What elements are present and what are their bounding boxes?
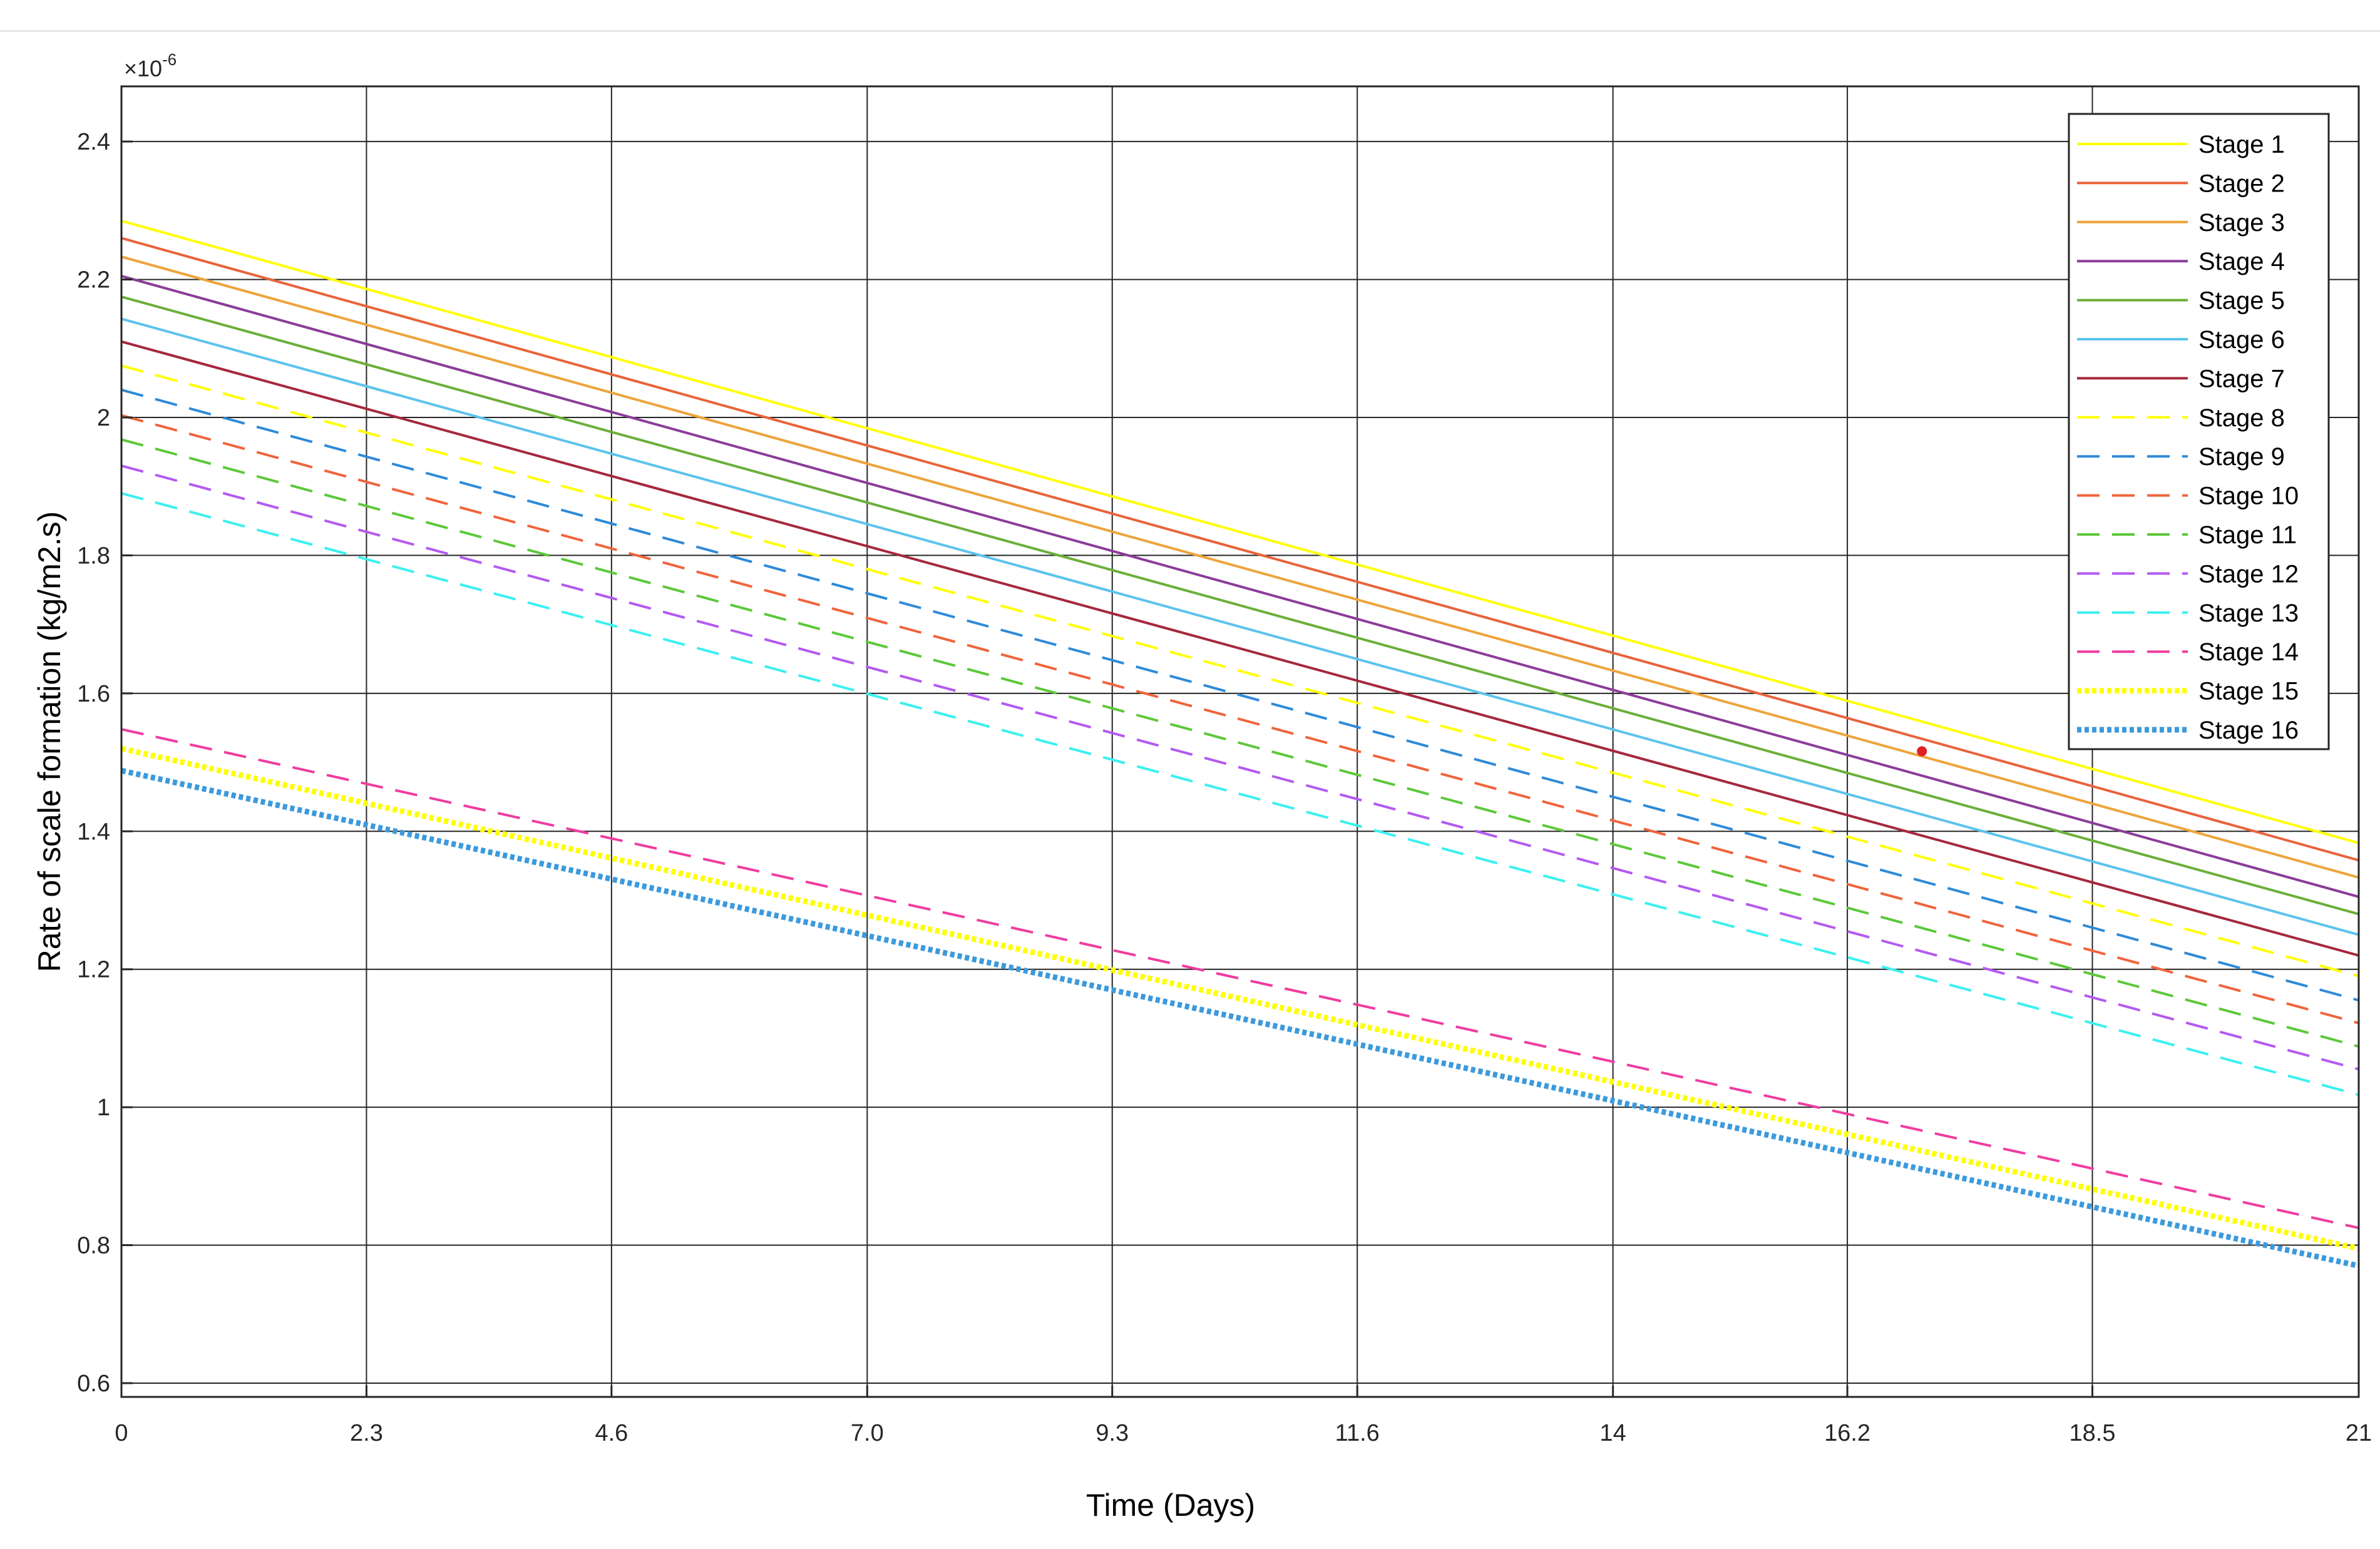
series-line-stage-14 — [121, 728, 2359, 1229]
y-tick-label: 1.8 — [77, 543, 110, 569]
markers — [1917, 746, 1927, 757]
x-tick-label: 11.6 — [1335, 1420, 1380, 1446]
legend-label-stage-1: Stage 1 — [2198, 131, 2285, 158]
plot-frame-rect — [120, 85, 2360, 1398]
legend-label-stage-10: Stage 10 — [2198, 483, 2299, 510]
legend-label-stage-2: Stage 2 — [2198, 170, 2285, 197]
legend-label-stage-8: Stage 8 — [2198, 404, 2285, 432]
y-tick-label: 0.6 — [77, 1371, 110, 1397]
legend-box — [2068, 113, 2330, 750]
series-line-stage-15 — [121, 745, 2359, 1252]
y-multiplier: ×10-6 — [124, 50, 177, 81]
legend-label-stage-7: Stage 7 — [2198, 365, 2285, 392]
y-tick-label: 1.2 — [77, 957, 110, 983]
series-line-stage-5 — [121, 295, 2359, 916]
x-tick-label: 7.0 — [851, 1420, 884, 1446]
legend-label-stage-5: Stage 5 — [2198, 287, 2285, 315]
series-line-stage-1 — [121, 219, 2359, 844]
legend-label-stage-15: Stage 15 — [2198, 678, 2299, 705]
data-point-marker — [1917, 746, 1927, 757]
series-line-stage-7 — [121, 340, 2359, 957]
series-line-stage-8 — [121, 364, 2359, 978]
x-tick-label: 14 — [1600, 1420, 1626, 1446]
x-tick-label: 2.3 — [350, 1420, 383, 1446]
y-tick-label: 2.4 — [77, 129, 110, 155]
series-line-stage-3 — [121, 255, 2359, 879]
figure-top-border — [0, 0, 2380, 32]
legend-label-stage-9: Stage 9 — [2198, 443, 2285, 471]
y-tick-label: 1.6 — [77, 681, 110, 707]
legend-label-stage-16: Stage 16 — [2198, 717, 2299, 744]
series-line-stage-9 — [121, 388, 2359, 1002]
tick-labels: 0 2.3 4.6 7.0 9.3 11.6 14 16.2 18.5 21 0.6 0.8 1 1.2 1… — [77, 129, 2372, 1446]
x-tick-label: 21 — [2346, 1420, 2372, 1446]
x-tick-label: 4.6 — [595, 1420, 628, 1446]
legend-label-stage-13: Stage 13 — [2198, 600, 2299, 627]
series-line-stage-4 — [121, 275, 2359, 898]
series-line-stage-11 — [121, 438, 2359, 1048]
legend-label-stage-3: Stage 3 — [2198, 209, 2285, 237]
y-tick-label: 2 — [97, 405, 110, 431]
legend-label-stage-14: Stage 14 — [2198, 638, 2299, 666]
x-tick-label: 9.3 — [1095, 1420, 1129, 1446]
series-line-stage-16 — [121, 767, 2359, 1269]
legend-label-stage-12: Stage 12 — [2198, 560, 2299, 588]
y-tick-label: 1.4 — [77, 819, 110, 845]
series-line-stage-10 — [121, 414, 2359, 1025]
x-axis-label: Time (Days) — [1086, 1488, 1255, 1523]
y-tick-label: 1 — [97, 1095, 110, 1121]
legend-label-stage-4: Stage 4 — [2198, 248, 2285, 275]
x-tick-label: 16.2 — [1824, 1420, 1870, 1446]
legend: Stage 1 Stage 2 Stage 3 Stage 4 Stage 5 Stage… — [2068, 113, 2330, 750]
y-tick-label: 0.8 — [77, 1233, 110, 1259]
series-line-stage-6 — [121, 317, 2359, 936]
plot-frame — [120, 85, 2360, 1398]
series-lines — [121, 219, 2359, 1269]
x-tick-label: 0 — [115, 1420, 128, 1446]
legend-label-stage-6: Stage 6 — [2198, 326, 2285, 354]
legend-label-stage-11: Stage 11 — [2198, 521, 2297, 549]
series-line-stage-2 — [121, 237, 2359, 862]
y-tick-label: 2.2 — [77, 267, 110, 294]
x-tick-label: 18.5 — [2070, 1420, 2116, 1446]
grid — [121, 86, 2359, 1397]
series-line-stage-13 — [121, 492, 2359, 1097]
series-line-stage-12 — [121, 464, 2359, 1071]
y-axis-label: Rate of scale formation (kg/m2.s) — [32, 511, 67, 972]
